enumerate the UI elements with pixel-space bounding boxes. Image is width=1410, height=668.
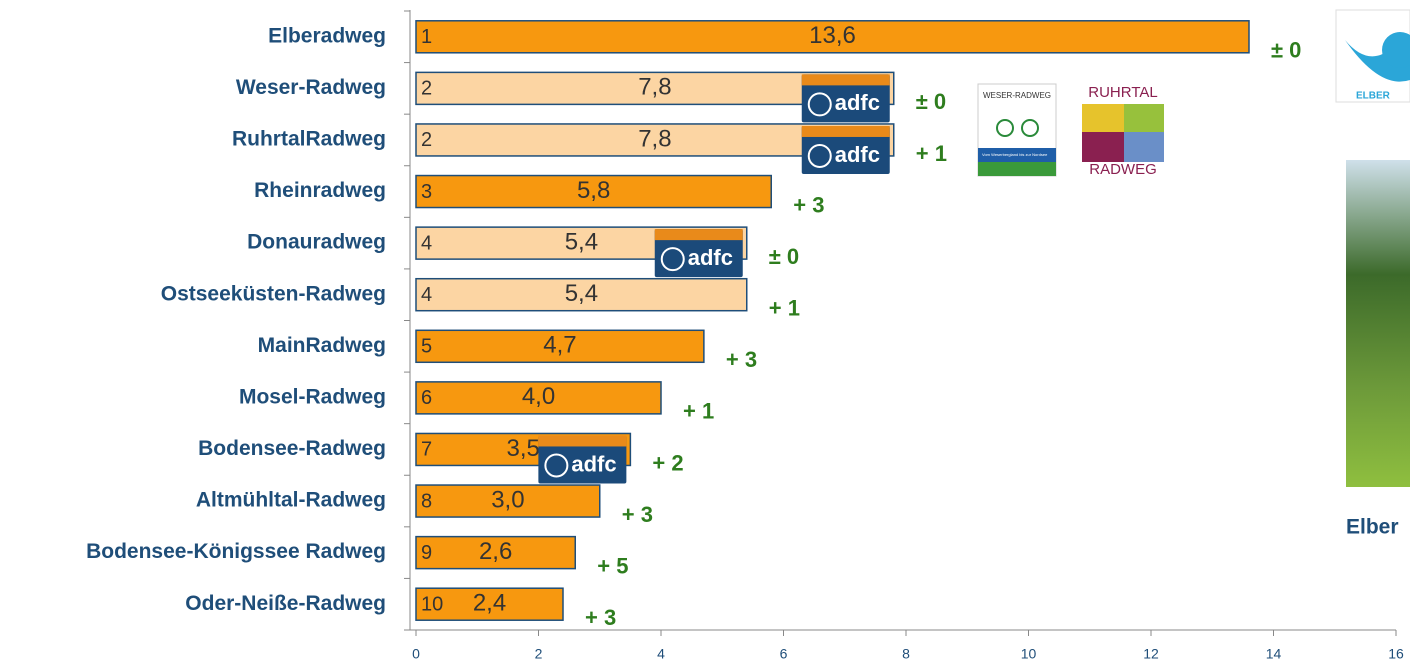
- value-label: 13,6: [809, 22, 856, 49]
- rank-label: 5: [421, 336, 432, 358]
- category-label: Rheinradweg: [254, 179, 386, 202]
- value-label: 7,8: [638, 125, 671, 152]
- badge-top: [802, 126, 890, 137]
- adfc-badge: adfc: [802, 126, 890, 174]
- category-label: MainRadweg: [258, 334, 386, 357]
- category-label: Weser-Radweg: [236, 76, 386, 99]
- x-tick-label: 6: [780, 646, 788, 662]
- x-tick-label: 2: [535, 646, 543, 662]
- value-label: 5,8: [577, 177, 610, 204]
- rank-label: 1: [421, 26, 432, 48]
- rank-label: 9: [421, 542, 432, 564]
- logo-text: WESER-RADWEG: [983, 91, 1051, 100]
- adfc-badge: adfc: [802, 74, 890, 122]
- x-tick-label: 10: [1021, 646, 1037, 662]
- weser-logo: WESER-RADWEG Vom Weserbergland bis zur N…: [978, 84, 1056, 176]
- ruhrtal-logo: RUHRTAL RADWEG: [1082, 84, 1164, 178]
- category-label: Bodensee-Königssee Radweg: [86, 540, 386, 563]
- rank-label: 2: [421, 129, 432, 151]
- rank-label: 8: [421, 490, 432, 512]
- logo-text: RADWEG: [1089, 161, 1157, 178]
- change-label: + 3: [726, 347, 757, 372]
- change-label: + 1: [769, 296, 800, 321]
- x-tick-label: 14: [1266, 646, 1282, 662]
- value-label: 3,5: [507, 435, 540, 462]
- change-label: + 1: [683, 399, 714, 424]
- rank-label: 3: [421, 181, 432, 203]
- category-label: Altmühltal-Radweg: [196, 489, 386, 512]
- photo-caption: Elber: [1346, 516, 1399, 539]
- adfc-badge: adfc: [655, 229, 743, 277]
- change-label: ± 0: [1271, 38, 1301, 63]
- rank-label: 2: [421, 78, 432, 100]
- badge-top: [802, 74, 890, 85]
- change-label: + 3: [793, 192, 824, 217]
- chart: Elber ELBER WESER-RADWEG Vom Weserbergla…: [0, 0, 1410, 668]
- badge-label: adfc: [688, 245, 733, 270]
- category-label: Elberadweg: [268, 24, 386, 47]
- logo-text: RUHRTAL: [1088, 84, 1157, 101]
- x-tick-label: 8: [902, 646, 910, 662]
- change-label: + 3: [622, 502, 653, 527]
- rank-label: 10: [421, 593, 443, 615]
- category-label: RuhrtalRadweg: [232, 128, 386, 151]
- value-label: 2,6: [479, 538, 512, 565]
- change-label: + 2: [652, 450, 683, 475]
- category-label: Ostseeküsten-Radweg: [161, 282, 386, 305]
- change-label: + 1: [916, 141, 947, 166]
- badge-label: adfc: [835, 90, 880, 115]
- logo-text: ELBER: [1356, 91, 1391, 102]
- photo: [1346, 160, 1410, 487]
- category-label: Mosel-Radweg: [239, 385, 386, 408]
- change-label: ± 0: [769, 244, 799, 269]
- value-label: 4,7: [543, 332, 576, 359]
- x-tick-label: 12: [1143, 646, 1159, 662]
- change-label: + 5: [597, 553, 628, 578]
- value-label: 3,0: [491, 486, 524, 513]
- badge-top: [538, 435, 626, 446]
- value-label: 4,0: [522, 383, 555, 410]
- value-label: 2,4: [473, 590, 506, 617]
- value-label: 5,4: [565, 228, 598, 255]
- category-label: Donauradweg: [247, 231, 386, 254]
- badge-label: adfc: [571, 451, 616, 476]
- logo-text: Vom Weserbergland bis zur Nordsee: [982, 152, 1048, 157]
- x-tick-label: 4: [657, 646, 665, 662]
- category-label: Bodensee-Radweg: [198, 437, 386, 460]
- elbe-logo: ELBER: [1336, 10, 1410, 102]
- x-tick-label: 0: [412, 646, 420, 662]
- badge-top: [655, 229, 743, 240]
- rank-label: 6: [421, 387, 432, 409]
- value-label: 7,8: [638, 74, 671, 101]
- badge-label: adfc: [835, 142, 880, 167]
- change-label: ± 0: [916, 89, 946, 114]
- x-tick-label: 16: [1388, 646, 1404, 662]
- change-label: + 3: [585, 605, 616, 630]
- adfc-badge: adfc: [538, 435, 626, 483]
- category-label: Oder-Neiße-Radweg: [185, 592, 386, 615]
- value-label: 5,4: [565, 280, 598, 307]
- rank-label: 4: [421, 232, 432, 254]
- rank-label: 7: [421, 439, 432, 461]
- rank-label: 4: [421, 284, 432, 306]
